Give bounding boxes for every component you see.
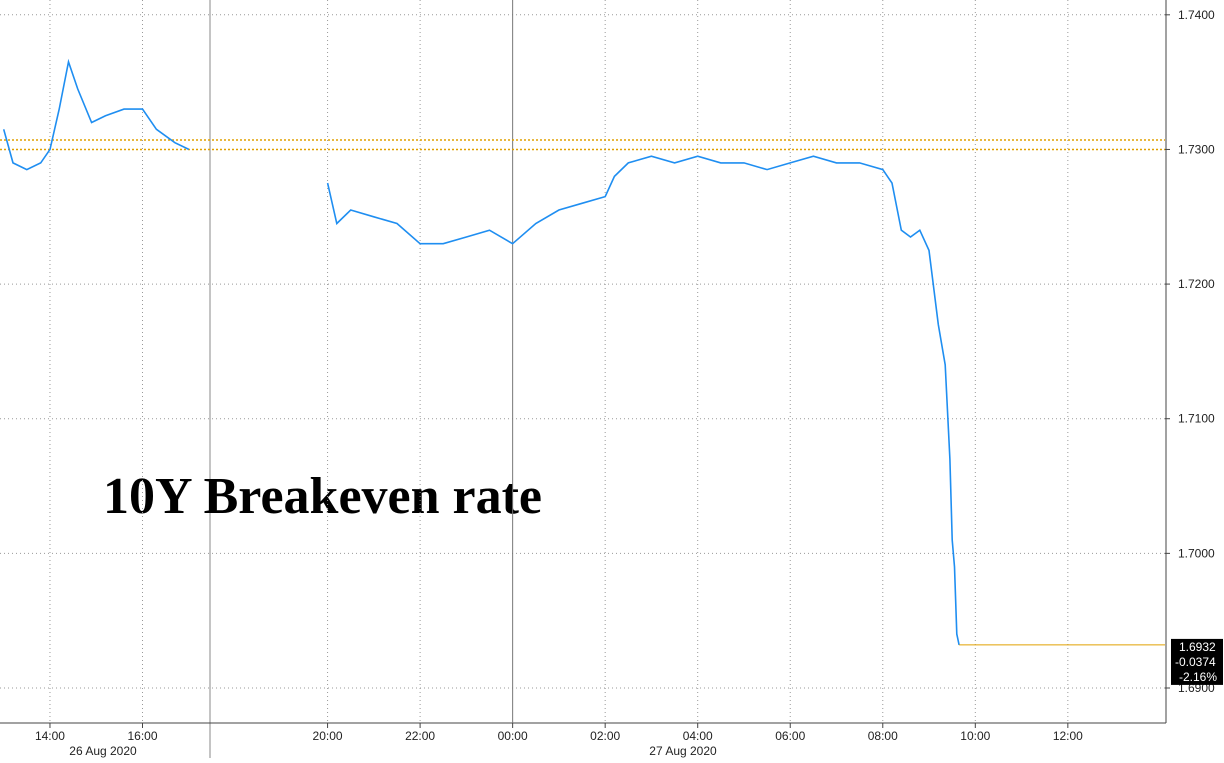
chart-title: 10Y Breakeven rate: [103, 468, 542, 525]
y-tick-label: 1.7200: [1178, 277, 1215, 291]
y-tick-label: 1.7100: [1178, 412, 1215, 426]
x-tick-label: 14:00: [35, 729, 65, 743]
y-tick-label: 1.7000: [1178, 546, 1215, 560]
pct-change-label: -2.16%: [1179, 670, 1217, 684]
x-tick-label: 06:00: [775, 729, 805, 743]
x-tick-label: 04:00: [683, 729, 713, 743]
x-tick-label: 20:00: [313, 729, 343, 743]
series-line: [2, 58, 960, 646]
last-value-label: 1.6932: [1179, 640, 1216, 654]
x-tick-label: 22:00: [405, 729, 435, 743]
date-label: 27 Aug 2020: [649, 744, 717, 758]
x-tick-label: 16:00: [127, 729, 157, 743]
y-tick-label: 1.7300: [1178, 142, 1215, 156]
x-tick-label: 12:00: [1053, 729, 1083, 743]
x-tick-label: 08:00: [868, 729, 898, 743]
x-tick-label: 00:00: [498, 729, 528, 743]
x-tick-label: 10:00: [960, 729, 990, 743]
date-label: 26 Aug 2020: [69, 744, 137, 758]
x-tick-label: 02:00: [590, 729, 620, 743]
net-change-label: -0.0374: [1175, 655, 1216, 669]
last-value-box: [1171, 638, 1223, 685]
y-tick-label: 1.7400: [1178, 8, 1215, 22]
